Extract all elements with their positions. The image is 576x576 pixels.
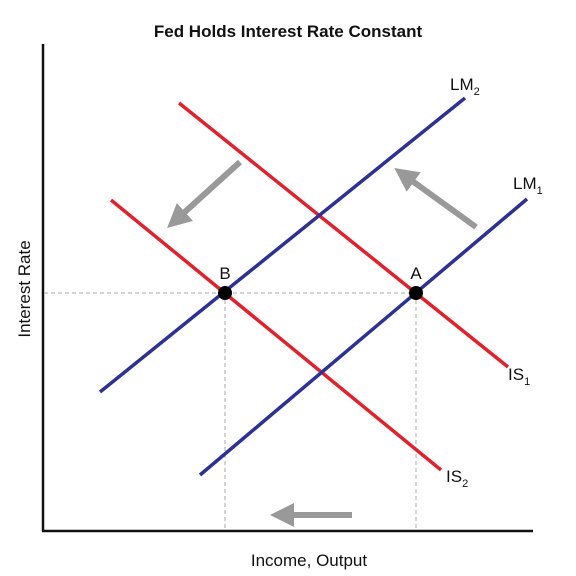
is2-curve: [109, 198, 443, 472]
is1-label-sub: 1: [524, 376, 530, 388]
is-shift-arrow: [167, 159, 243, 229]
is2-label-sub: 2: [462, 478, 468, 490]
lm2-label: LM2: [450, 75, 480, 98]
is1-label: IS1: [508, 365, 530, 388]
y-axis-label: Interest Rate: [15, 240, 34, 337]
lm-shift-arrow: [394, 167, 478, 230]
lm1-label-name: LM: [513, 174, 537, 193]
is1-curve: [177, 101, 510, 369]
lm1-label: LM1: [513, 174, 543, 197]
lm1-curve: [198, 197, 529, 477]
is2-label-name: IS: [446, 467, 462, 486]
point-b-label: B: [219, 264, 230, 283]
lm2-curve: [98, 96, 467, 394]
is1-label-name: IS: [508, 365, 524, 384]
lm2-label-sub: 2: [474, 86, 480, 98]
x-axis-label: Income, Output: [251, 551, 368, 570]
point-a: [409, 286, 423, 300]
lm1-label-sub: 1: [537, 185, 543, 197]
diagram-title: Fed Holds Interest Rate Constant: [154, 22, 423, 41]
point-b: [218, 286, 232, 300]
lm2-label-name: LM: [450, 75, 474, 94]
is2-label: IS2: [446, 467, 468, 490]
point-a-label: A: [410, 264, 422, 283]
